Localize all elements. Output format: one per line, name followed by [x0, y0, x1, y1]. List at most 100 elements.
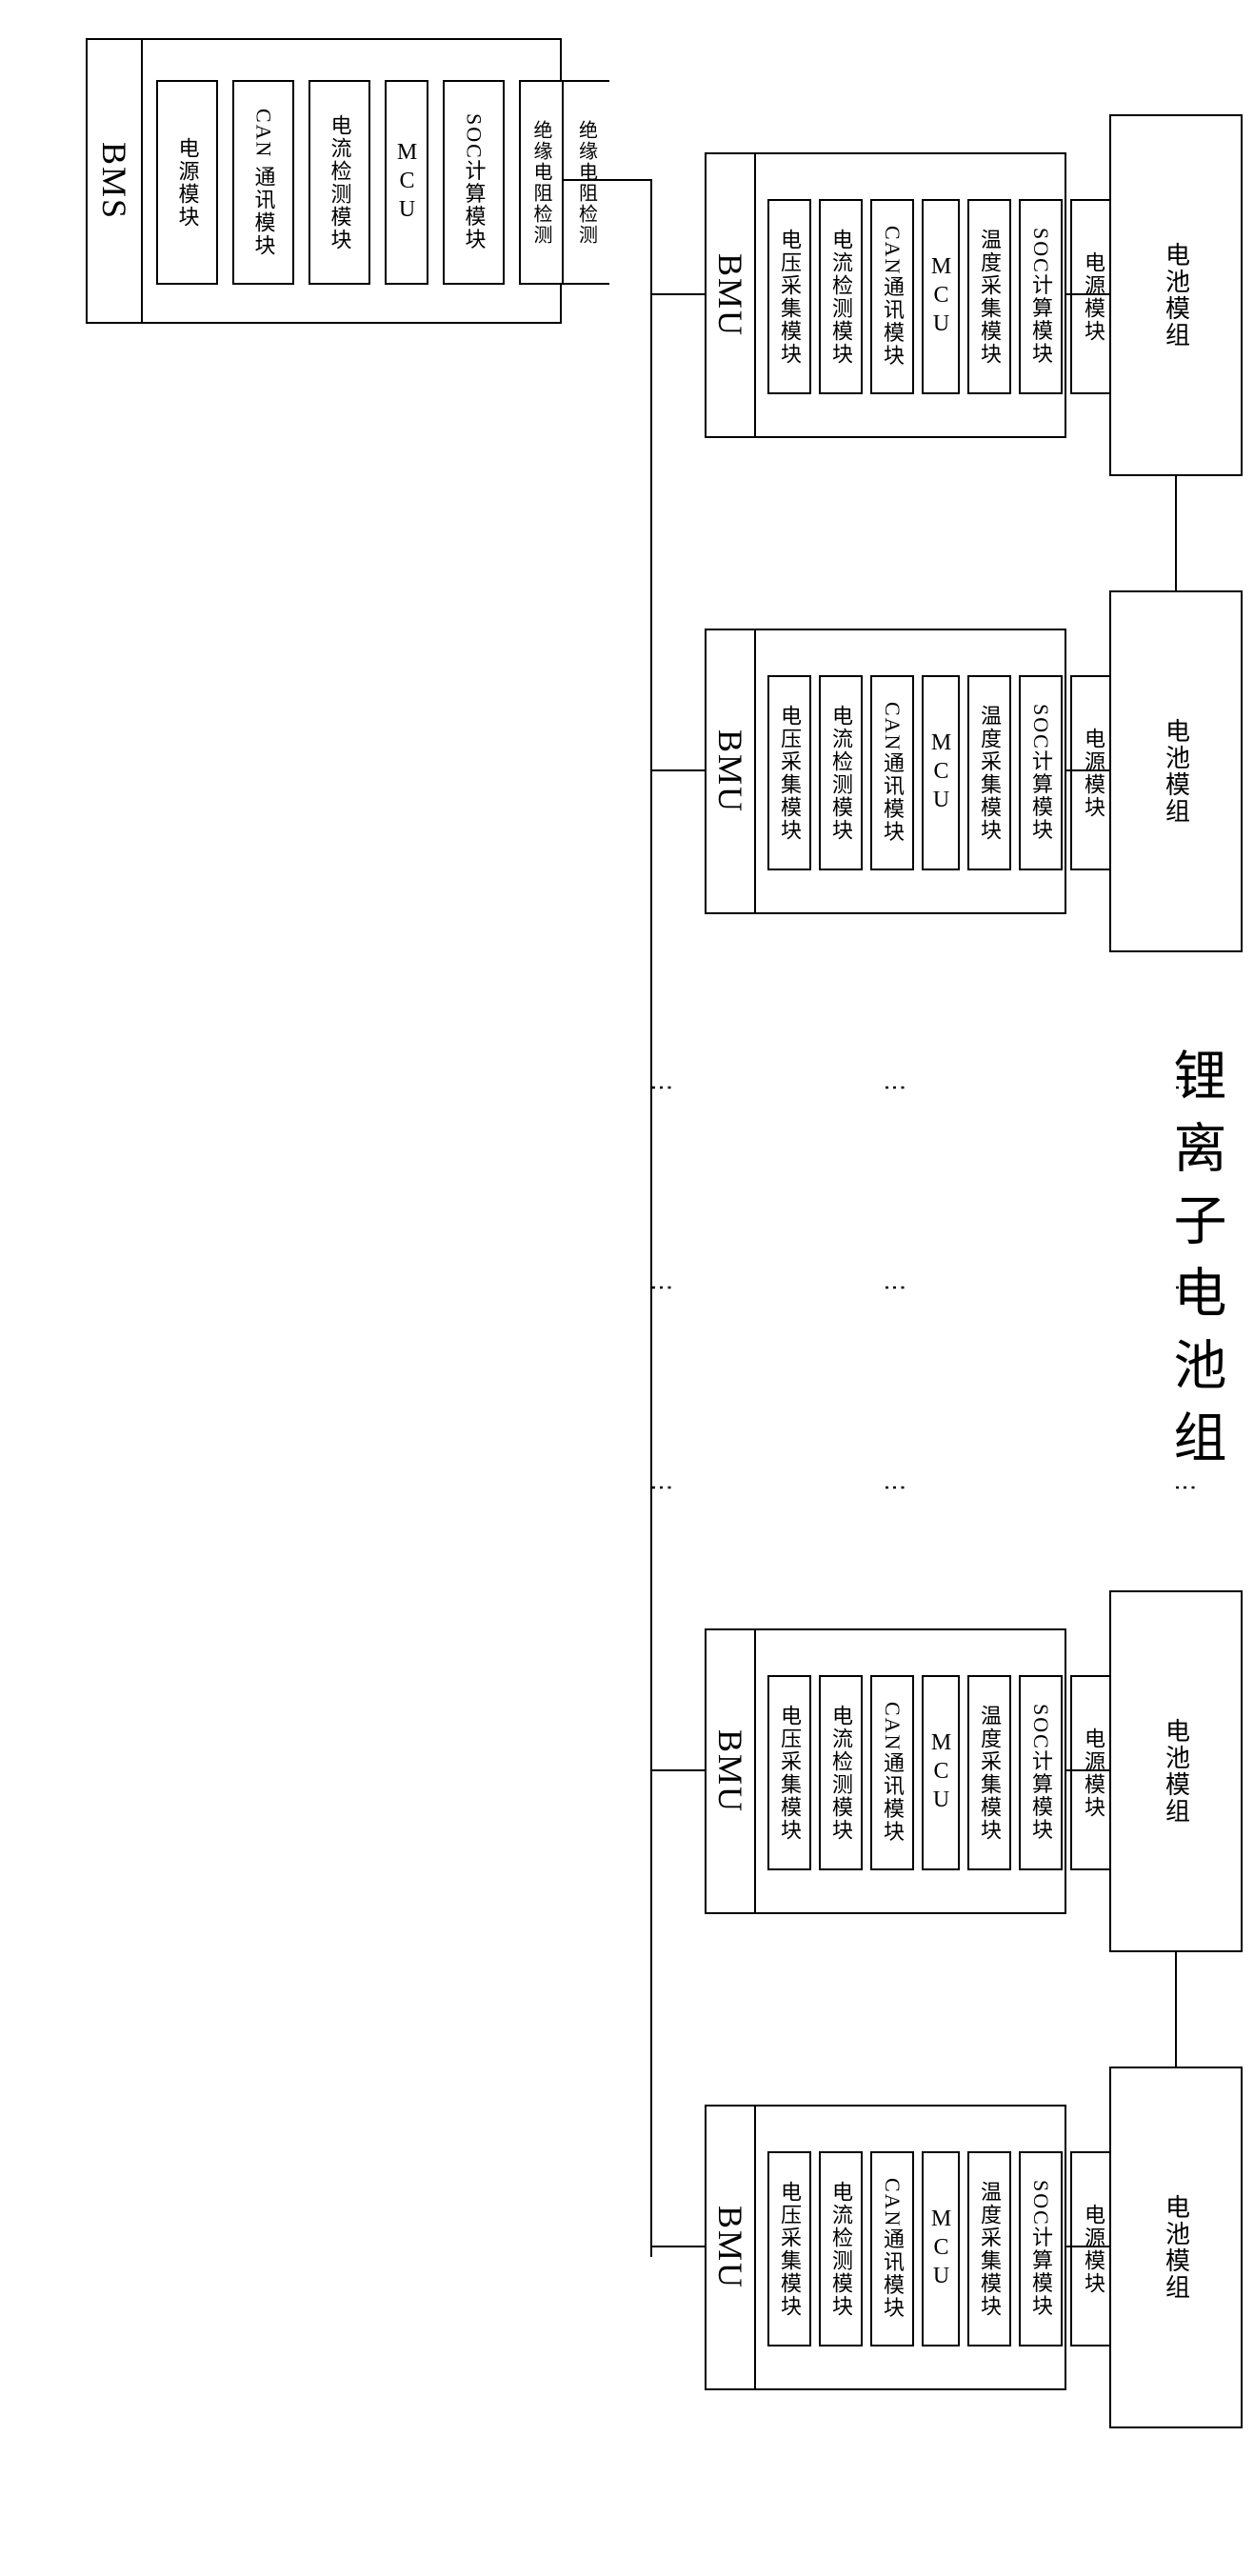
bms-container: BMS 电源模块 CAN 通讯模块 电流检测模块 MCU SOC计算模块 绝缘电…: [86, 38, 562, 324]
ellipsis-2: ⋮: [881, 1076, 907, 1105]
bmu-1-label-box: BMU: [705, 152, 756, 438]
bms-right-mod-0-label: SOC计算模块: [445, 82, 503, 283]
bmu-3-left-2-label: CAN通讯模块: [872, 1677, 912, 1868]
bms-label-box: BMS: [86, 38, 143, 324]
bmu-4-left-1: 电流检测模块: [819, 2151, 863, 2346]
ellipsis-8: ⋮: [881, 1476, 907, 1505]
bmu-2-right-1: SOC计算模块: [1019, 675, 1063, 870]
battery-3-to-4: [1175, 1952, 1177, 2067]
bmu-2: BMU 电压采集模块 电流检测模块 CAN通讯模块 MCU 温度采集模块 SOC…: [705, 629, 1066, 914]
bmu-1-right-0: 温度采集模块: [967, 199, 1011, 394]
bmu-2-left-2-label: CAN通讯模块: [872, 677, 912, 869]
bms-right-mod-2-label: 绝缘电阻检测: [564, 82, 609, 283]
bus-to-bmu-1: [650, 293, 705, 295]
bmu-4-left-2-label: CAN通讯模块: [872, 2153, 912, 2345]
bmu-4-left-1-label: 电流检测模块: [821, 2153, 861, 2345]
bmu-1-left-1-label: 电流检测模块: [821, 201, 861, 392]
bmu-3-mcu-label: MCU: [924, 1677, 958, 1868]
bmu-3-right-0: 温度采集模块: [967, 1675, 1011, 1870]
bms-mcu-label: MCU: [387, 82, 427, 283]
bmu-4-right-0: 温度采集模块: [967, 2151, 1011, 2346]
bmu-2-right-2-label: 电源模块: [1072, 677, 1114, 869]
bmu-3-left-0-label: 电压采集模块: [769, 1677, 809, 1868]
bmu-1-left-0: 电压采集模块: [767, 199, 811, 394]
bmu-4-label-box: BMU: [705, 2105, 756, 2390]
battery-1: 电池模组: [1109, 114, 1243, 476]
bmu-2-left-2: CAN通讯模块: [870, 675, 914, 870]
battery-2-label: 电池模组: [1111, 592, 1241, 950]
bmu-4-left-0: 电压采集模块: [767, 2151, 811, 2346]
bmu-4-left-0-label: 电压采集模块: [769, 2153, 809, 2345]
bms-right-mod-2: 绝缘电阻检测: [562, 80, 609, 285]
bmu-1-to-battery: [1066, 293, 1109, 295]
bmu-4: BMU 电压采集模块 电流检测模块 CAN通讯模块 MCU 温度采集模块 SOC…: [705, 2105, 1066, 2390]
bmu-2-left-0: 电压采集模块: [767, 675, 811, 870]
bmu-4-to-battery: [1066, 2246, 1109, 2247]
bmu-2-mcu: MCU: [922, 675, 960, 870]
bmu-1-mcu: MCU: [922, 199, 960, 394]
bmu-2-left-1: 电流检测模块: [819, 675, 863, 870]
bms-left-mod-2: 电流检测模块: [309, 80, 370, 285]
bmu-4-right-1: SOC计算模块: [1019, 2151, 1063, 2346]
battery-4: 电池模组: [1109, 2067, 1243, 2428]
bmu-3-right-2-label: 电源模块: [1072, 1677, 1114, 1868]
bms-left-mod-0: 电源模块: [156, 80, 218, 285]
bmu-1: BMU 电压采集模块 电流检测模块 CAN通讯模块 MCU 温度采集模块 SOC…: [705, 152, 1066, 438]
battery-3-label: 电池模组: [1111, 1592, 1241, 1950]
bmu-4-mcu-label: MCU: [924, 2153, 958, 2345]
bmu-2-right-0: 温度采集模块: [967, 675, 1011, 870]
bmu-3-label: BMU: [707, 1630, 754, 1912]
battery-1-label: 电池模组: [1111, 116, 1241, 474]
ellipsis-5: ⋮: [881, 1276, 907, 1305]
bmu-1-right-1: SOC计算模块: [1019, 199, 1063, 394]
bmu-3-left-2: CAN通讯模块: [870, 1675, 914, 1870]
bmu-3-right-1: SOC计算模块: [1019, 1675, 1063, 1870]
ellipsis-4: ⋮: [647, 1276, 674, 1305]
battery-1-to-2: [1175, 476, 1177, 590]
bmu-4-label: BMU: [707, 2107, 754, 2388]
bmu-2-right-2: 电源模块: [1070, 675, 1114, 870]
bmu-2-right-0-label: 温度采集模块: [969, 677, 1009, 869]
bms-mcu: MCU: [385, 80, 428, 285]
ellipsis-7: ⋮: [647, 1476, 674, 1505]
main-bus: [650, 179, 652, 2257]
bmu-1-label: BMU: [707, 154, 754, 436]
bmu-1-right-2: 电源模块: [1070, 199, 1114, 394]
bmu-4-right-2-label: 电源模块: [1072, 2153, 1114, 2345]
bms-right-mod-1-label: 绝缘电阻检测: [521, 82, 562, 283]
bmu-2-left-0-label: 电压采集模块: [769, 677, 809, 869]
bmu-2-right-1-label: SOC计算模块: [1021, 677, 1061, 869]
diagram-title-main: 锂离子电池组: [1157, 1048, 1234, 1482]
bmu-3-left-0: 电压采集模块: [767, 1675, 811, 1870]
bmu-3-left-1: 电流检测模块: [819, 1675, 863, 1870]
bms-to-bus: [562, 179, 652, 181]
bms-left-mod-2-label: 电流检测模块: [310, 82, 368, 283]
bmu-3-left-1-label: 电流检测模块: [821, 1677, 861, 1868]
bmu-1-mcu-label: MCU: [924, 201, 958, 392]
battery-2: 电池模组: [1109, 590, 1243, 952]
ellipsis-1: ⋮: [647, 1076, 674, 1105]
bms-left-mod-1-label: CAN 通讯模块: [234, 82, 292, 283]
bmu-1-left-0-label: 电压采集模块: [769, 201, 809, 392]
bmu-1-left-1: 电流检测模块: [819, 199, 863, 394]
battery-3: 电池模组: [1109, 1590, 1243, 1952]
bmu-1-right-1-label: SOC计算模块: [1021, 201, 1061, 392]
bms-right-mod-1: 绝缘电阻检测: [519, 80, 562, 285]
bms-label: BMS: [88, 40, 141, 322]
bms-right-mod-0: SOC计算模块: [443, 80, 505, 285]
bmu-1-left-2-label: CAN通讯模块: [872, 201, 912, 392]
bmu-2-to-battery: [1066, 769, 1109, 771]
bmu-3-right-1-label: SOC计算模块: [1021, 1677, 1061, 1868]
battery-4-label: 电池模组: [1111, 2068, 1241, 2426]
bmu-3-label-box: BMU: [705, 1628, 756, 1914]
bmu-2-label: BMU: [707, 630, 754, 912]
bmu-3-right-2: 电源模块: [1070, 1675, 1114, 1870]
bmu-1-left-2: CAN通讯模块: [870, 199, 914, 394]
bmu-4-left-2: CAN通讯模块: [870, 2151, 914, 2346]
bmu-3-right-0-label: 温度采集模块: [969, 1677, 1009, 1868]
bmu-2-label-box: BMU: [705, 629, 756, 914]
bmu-1-right-2-label: 电源模块: [1072, 201, 1114, 392]
bmu-4-right-0-label: 温度采集模块: [969, 2153, 1009, 2345]
bmu-1-right-0-label: 温度采集模块: [969, 201, 1009, 392]
bms-left-mod-1: CAN 通讯模块: [232, 80, 294, 285]
